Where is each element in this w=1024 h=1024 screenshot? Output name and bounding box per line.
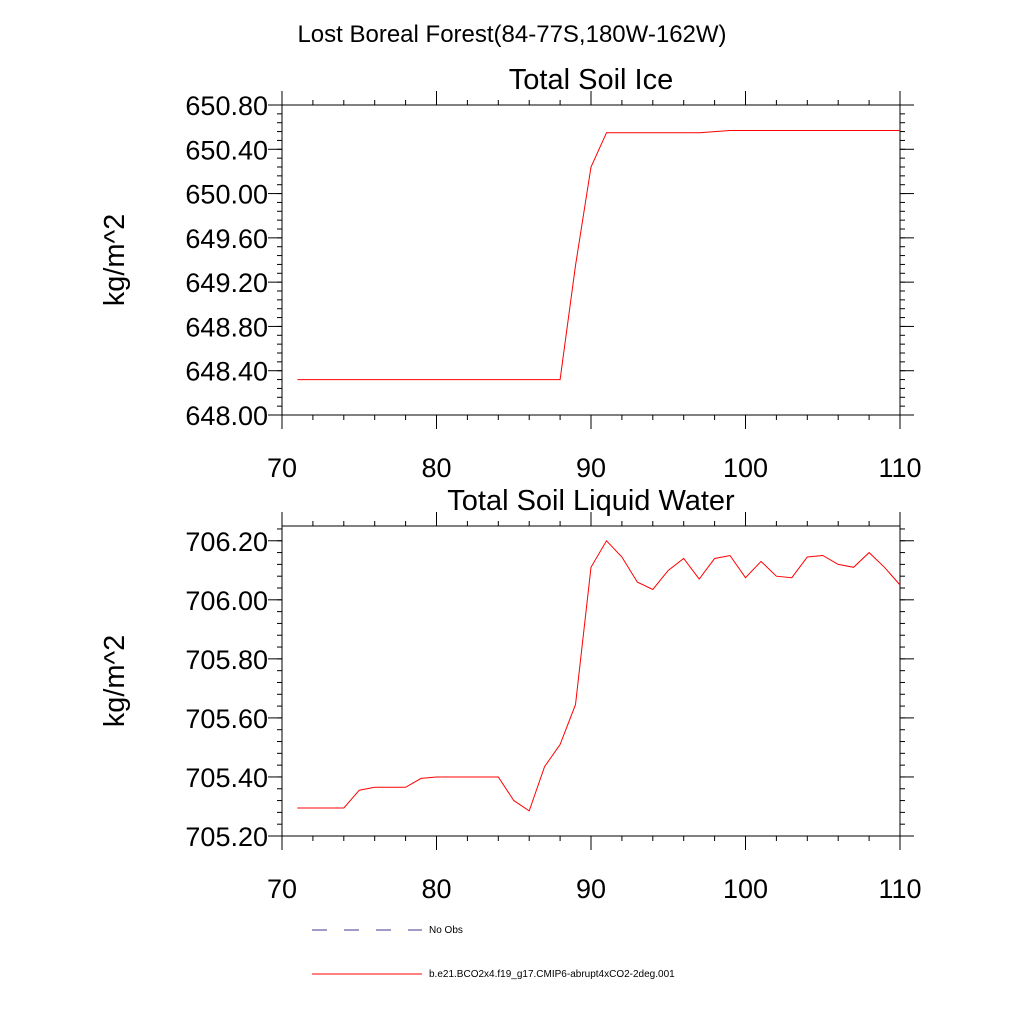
x-tick-label: 110 bbox=[878, 453, 921, 483]
plot-frame bbox=[281, 525, 901, 837]
y-tick-label: 706.20 bbox=[185, 527, 268, 557]
y-tick-label: 648.80 bbox=[185, 312, 268, 342]
plot-frame bbox=[281, 104, 901, 416]
panel-title: Total Soil Liquid Water bbox=[447, 485, 735, 517]
y-tick-label: 649.20 bbox=[185, 268, 268, 298]
series-line bbox=[297, 539, 901, 812]
x-tick-label: 100 bbox=[723, 874, 768, 904]
y-tick-label: 650.40 bbox=[185, 135, 268, 165]
y-tick-label: 648.40 bbox=[185, 357, 268, 387]
y-axis-label: kg/m^2 bbox=[99, 635, 131, 728]
x-tick-label: 90 bbox=[576, 874, 606, 904]
legend-label-no-obs: No Obs bbox=[429, 925, 463, 936]
panel-2: Total Soil Liquid Water 705.20 705.40 705.6… bbox=[99, 485, 922, 904]
figure-title: Lost Boreal Forest(84-77S,180W-162W) bbox=[297, 21, 726, 48]
y-tick-label: 705.40 bbox=[185, 763, 268, 793]
y-tick-label: 648.00 bbox=[185, 401, 268, 431]
y-tick-label: 706.00 bbox=[185, 586, 268, 616]
legend-label-model: b.e21.BCO2x4.f19_g17.CMIP6-abrupt4xCO2-2… bbox=[429, 969, 675, 980]
y-tick-label: 650.00 bbox=[185, 180, 268, 210]
y-axis-label: kg/m^2 bbox=[99, 214, 131, 307]
y-tick-label: 705.60 bbox=[185, 704, 268, 734]
x-tick-label: 70 bbox=[267, 453, 297, 483]
x-tick-label: 70 bbox=[267, 874, 297, 904]
x-tick-label: 80 bbox=[421, 874, 451, 904]
y-tick-label: 705.80 bbox=[185, 645, 268, 675]
series-line bbox=[297, 130, 900, 381]
panel-1: Total Soil Ice 648.00 648.40 648.80 649.20 64… bbox=[99, 64, 922, 483]
x-tick-label: 90 bbox=[576, 453, 606, 483]
x-tick-label: 100 bbox=[723, 453, 768, 483]
legend: No Obs b.e21.BCO2x4.f19_g17.CMIP6-abrupt… bbox=[312, 925, 675, 980]
y-tick-label: 650.80 bbox=[185, 91, 268, 121]
y-tick-label: 705.20 bbox=[185, 822, 268, 852]
y-tick-label: 649.60 bbox=[185, 224, 268, 254]
panel-title: Total Soil Ice bbox=[509, 64, 673, 96]
x-tick-label: 110 bbox=[878, 874, 921, 904]
x-tick-label: 80 bbox=[421, 453, 451, 483]
panels: Total Soil Ice 648.00 648.40 648.80 649.20 64… bbox=[99, 64, 922, 904]
